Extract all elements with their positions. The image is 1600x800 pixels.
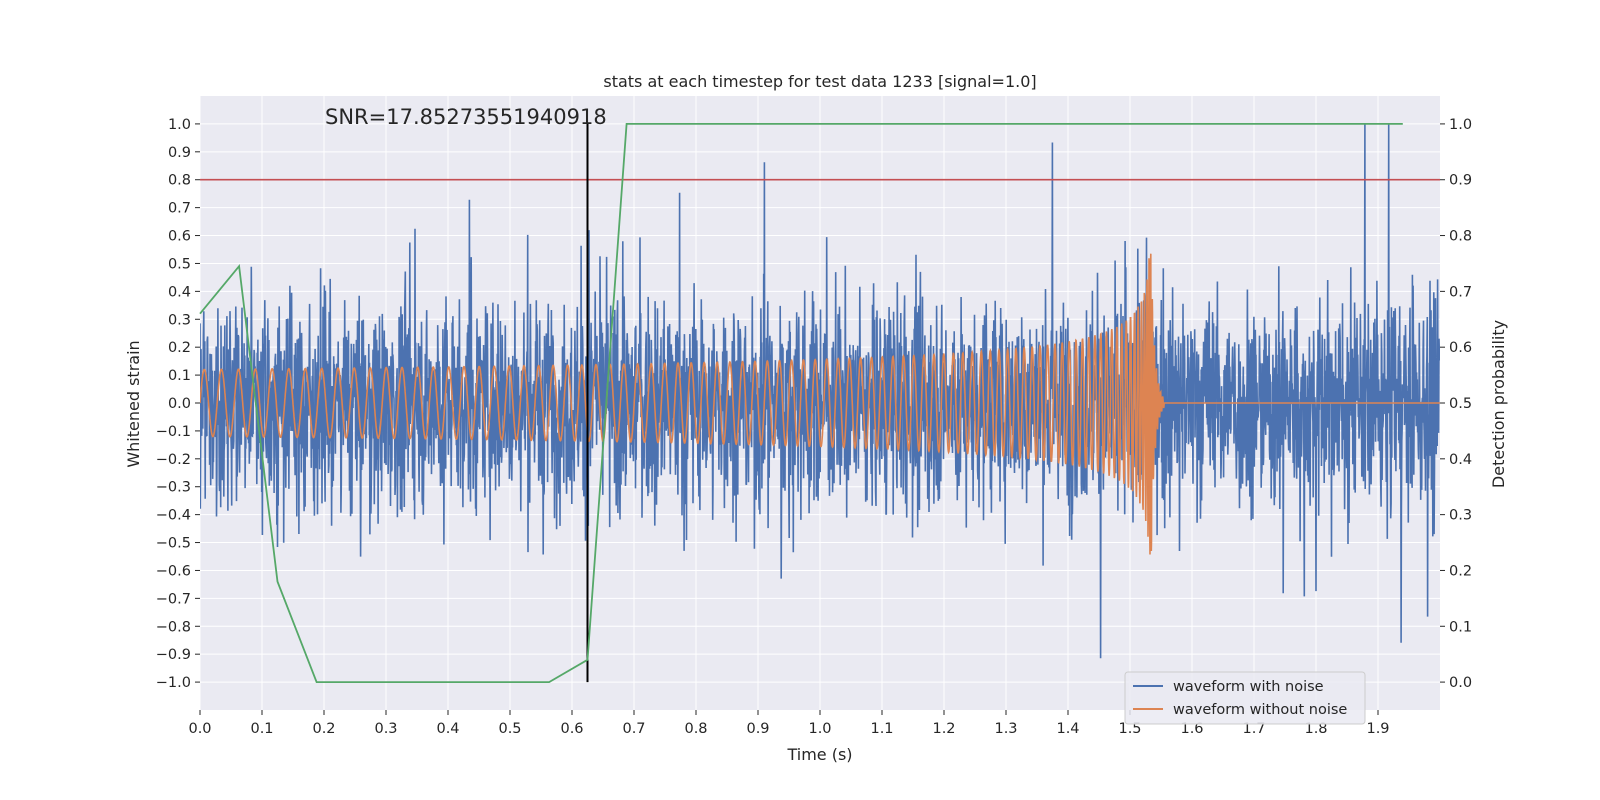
y-tick-label: 0.6 [168, 229, 191, 245]
y-tick-label: −0.9 [156, 647, 191, 663]
y2-axis-label: Detection probability [1489, 320, 1508, 488]
y-tick-label: −0.6 [156, 563, 191, 579]
y-tick-label: 0.5 [168, 256, 191, 272]
series-layer [199, 123, 1440, 683]
y-tick-label: −0.5 [156, 536, 191, 552]
y-tick-label: −0.3 [156, 480, 191, 496]
chart-title: stats at each timestep for test data 123… [603, 72, 1036, 91]
series-clean-line [200, 253, 1440, 555]
x-tick-label: 0.8 [684, 721, 707, 737]
x-tick-label: 0.2 [312, 721, 335, 737]
x-tick-label: 1.1 [870, 721, 893, 737]
x-tick-label: 0.1 [250, 721, 273, 737]
y-tick-label: −0.7 [156, 591, 191, 607]
y-tick-label: 0.0 [168, 396, 191, 412]
y-tick-label: 0.4 [168, 284, 191, 300]
y-tick-label: 0.7 [168, 201, 191, 217]
y2-tick-label: 0.6 [1449, 340, 1472, 356]
y-tick-label: −0.2 [156, 452, 191, 468]
y2-tick-label: 0.3 [1449, 508, 1472, 524]
y-tick-label: −0.1 [156, 424, 191, 440]
legend-box [1124, 671, 1366, 725]
y-tick-label: 1.0 [168, 117, 191, 133]
y2-tick-label: 0.0 [1449, 675, 1472, 691]
y2-tick-label: 0.5 [1449, 396, 1472, 412]
x-tick-label: 1.2 [932, 721, 955, 737]
legend-label-noisy: waveform with noise [1173, 679, 1324, 695]
y-tick-label: 0.1 [168, 368, 191, 384]
x-tick-label: 0.9 [746, 721, 769, 737]
x-tick-label: 1.7 [1242, 721, 1265, 737]
x-tick-label: 0.5 [498, 721, 521, 737]
x-tick-label: 1.4 [1056, 721, 1079, 737]
x-tick-label: 0.3 [374, 721, 397, 737]
legend: waveform with noise waveform without noi… [1124, 671, 1366, 725]
y-tick-label: −1.0 [156, 675, 191, 691]
x-tick-label: 1.3 [994, 721, 1017, 737]
y-tick-label: 0.3 [168, 312, 191, 328]
y2-tick-label: 0.9 [1449, 173, 1472, 189]
y-tick-label: −0.4 [156, 508, 191, 524]
y-axis-label: Whitened strain [124, 340, 143, 467]
x-tick-label: 1.5 [1118, 721, 1141, 737]
x-tick-label: 1.8 [1304, 721, 1327, 737]
x-tick-label: 0.4 [436, 721, 459, 737]
y2-tick-label: 1.0 [1449, 117, 1472, 133]
series-probability-line [199, 123, 1403, 683]
x-tick-label: 1.6 [1180, 721, 1203, 737]
axes-layer: 0.0 0.1 0.2 0.3 0.4 0.5 0.6 0.7 0.8 0.9 1.0 1.1 1.2 1… [156, 117, 1472, 737]
x-axis-label: Time (s) [786, 745, 852, 764]
x-tick-label: 1.0 [808, 721, 831, 737]
y-tick-label: 0.9 [168, 145, 191, 161]
y-tick-label: 0.8 [168, 173, 191, 189]
y2-tick-label: 0.2 [1449, 563, 1472, 579]
x-tick-label: 0.7 [622, 721, 645, 737]
x-tick-label: 0.0 [188, 721, 211, 737]
x-tick-label: 1.9 [1366, 721, 1389, 737]
y2-tick-label: 0.7 [1449, 284, 1472, 300]
x-tick-label: 0.6 [560, 721, 583, 737]
snr-annotation: SNR=17.85273551940918 [325, 105, 607, 129]
y2-tick-label: 0.1 [1449, 619, 1472, 635]
y-tick-label: −0.8 [156, 619, 191, 635]
y2-tick-label: 0.4 [1449, 452, 1472, 468]
y-tick-label: 0.2 [168, 340, 191, 356]
legend-label-clean: waveform without noise [1173, 702, 1347, 718]
y2-tick-label: 0.8 [1449, 229, 1472, 245]
